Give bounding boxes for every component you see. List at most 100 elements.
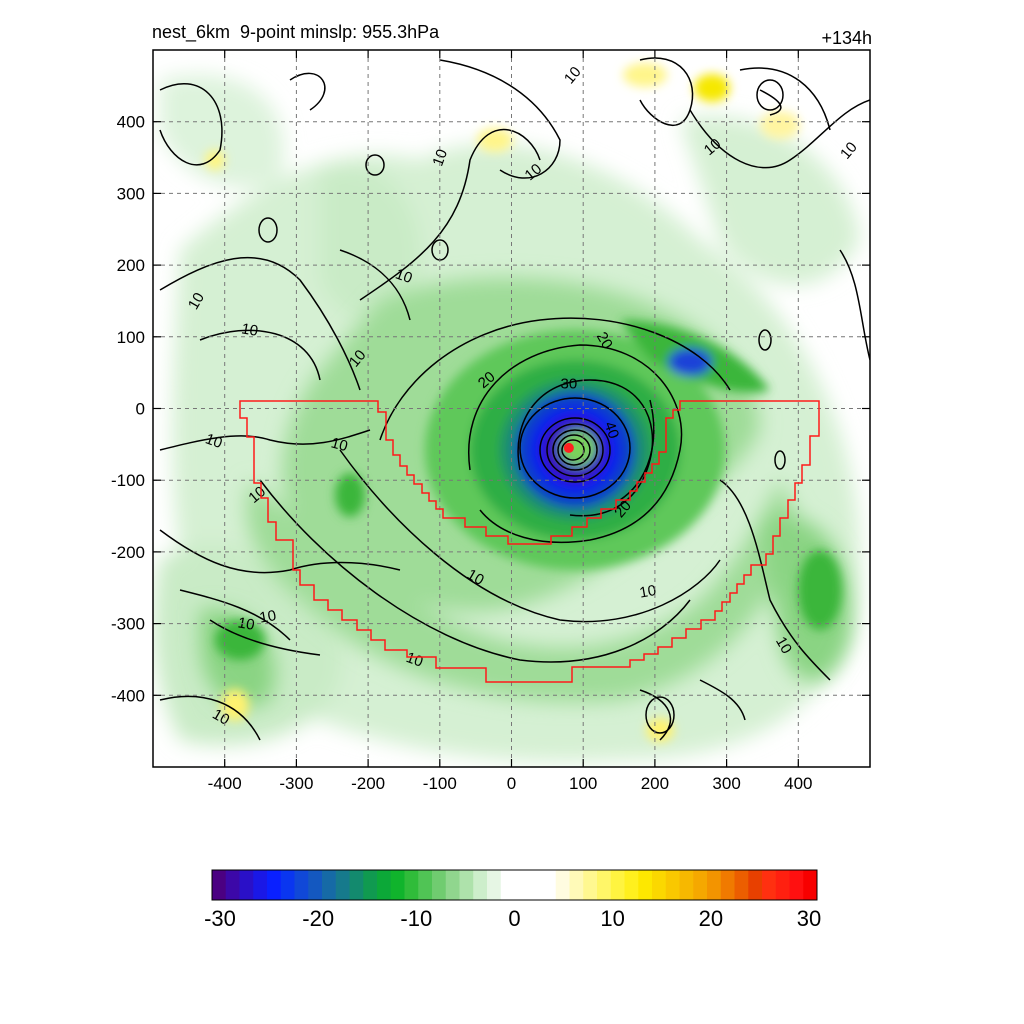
colorbar-segment — [473, 870, 488, 900]
contour-label: 10 — [464, 566, 487, 589]
y-tick-label: -300 — [111, 615, 145, 634]
colorbar-segment — [390, 870, 405, 900]
x-tick-label: 0 — [507, 774, 516, 793]
colorbar-segment — [294, 870, 309, 900]
contour-label-text: 10 — [209, 706, 232, 729]
colorbar-segment — [445, 870, 460, 900]
contour-label-text: 40 — [601, 419, 623, 440]
colorbar-tick-label: -30 — [204, 906, 236, 931]
axes: -400 -300 -200 -100 0 100 200 300 40040030020010… — [111, 50, 870, 793]
colorbar-segment — [789, 870, 804, 900]
contour-label: 10 — [772, 634, 795, 657]
colorbar: -30 -20 -10 0 10 20 30 — [204, 869, 821, 931]
x-tick-label: -400 — [208, 774, 242, 793]
y-tick-label: 200 — [117, 256, 145, 275]
colorbar-segment — [803, 870, 818, 900]
contour-label: 10 — [209, 706, 232, 729]
colorbar-tick-label: 30 — [797, 906, 821, 931]
contour-label-text: 10 — [240, 320, 259, 340]
contour-label-text: 10 — [638, 582, 657, 602]
colorbar-segment — [253, 870, 268, 900]
colorbar-segment — [487, 870, 502, 900]
y-tick-label: -200 — [111, 543, 145, 562]
contour-label: 10 — [393, 265, 414, 287]
colorbar-segment — [363, 870, 378, 900]
y-tick-label: 300 — [117, 184, 145, 203]
colorbar-segment — [377, 870, 392, 900]
x-tick-label: 300 — [712, 774, 740, 793]
colorbar-tick-label: 0 — [508, 906, 520, 931]
y-tick-label: -100 — [111, 471, 145, 490]
colorbar-segment — [349, 870, 364, 900]
storm-center-marker — [563, 442, 574, 453]
contour-label-text: 10 — [329, 434, 350, 455]
colorbar-segment — [514, 870, 529, 900]
colorbar-tick-label: 20 — [699, 906, 723, 931]
contour-label: 20 — [593, 329, 616, 352]
contour-label: 10 — [236, 614, 255, 634]
contour-label-text: 10 — [258, 607, 277, 627]
contour-label: 10 — [240, 320, 259, 340]
colorbar-segment — [610, 870, 625, 900]
colorbar-segment — [459, 870, 474, 900]
x-tick-label: -100 — [423, 774, 457, 793]
colorbar-tick-label: 10 — [600, 906, 624, 931]
contour-label-text: 10 — [464, 566, 487, 589]
moving-nest-domain-outline — [239, 400, 820, 683]
colorbar-segment — [762, 870, 777, 900]
colorbar-segment — [418, 870, 433, 900]
colorbar-segment — [528, 870, 543, 900]
colorbar-segment — [693, 870, 708, 900]
colorbar-segment — [280, 870, 295, 900]
colorbar-tick-label: -10 — [400, 906, 432, 931]
contour-label-text: 30 — [561, 375, 578, 392]
colorbar-segment — [404, 870, 419, 900]
contour-label-text: 10 — [236, 614, 255, 634]
colorbar-frame — [211, 869, 818, 901]
colorbar-segment — [748, 870, 763, 900]
colorbar-segment — [583, 870, 598, 900]
contour-label: 10 — [185, 290, 208, 313]
contour-label: 10 — [203, 430, 224, 452]
colorbar-segment — [500, 870, 515, 900]
contour-lines — [159, 57, 870, 741]
colorbar-segment — [225, 870, 240, 900]
colorbar-segment — [720, 870, 735, 900]
y-tick-label: 0 — [136, 400, 145, 419]
x-tick-label: 100 — [569, 774, 597, 793]
forecast-hour-label: +134h — [821, 28, 872, 48]
contour-label: 40 — [601, 419, 623, 440]
colorbar-segment — [555, 870, 570, 900]
colorbar-tick-label: -20 — [302, 906, 334, 931]
colorbar-segment — [734, 870, 749, 900]
colorbar-segment — [624, 870, 639, 900]
colorbar-segment — [432, 870, 447, 900]
colorbar-segment — [542, 870, 557, 900]
contour-label: 30 — [561, 375, 578, 392]
contour-label: 10 — [404, 649, 425, 671]
colorbar-segment — [679, 870, 694, 900]
contour-label: 10 — [258, 607, 277, 627]
colorbar-segment — [212, 870, 227, 900]
colorbar-segment — [335, 870, 350, 900]
y-tick-label: 400 — [117, 113, 145, 132]
colorbar-segment — [652, 870, 667, 900]
contour-label: 10 — [329, 434, 350, 455]
colorbar-segment — [267, 870, 282, 900]
contour-label-text: 10 — [203, 430, 224, 452]
contour-label-text: 10 — [772, 634, 795, 657]
colorbar-segment — [322, 870, 337, 900]
colorbar-segment — [239, 870, 254, 900]
contour-label-text: 20 — [593, 329, 616, 352]
colorbar-segment — [569, 870, 584, 900]
y-tick-label: 100 — [117, 328, 145, 347]
colorbar-segment — [308, 870, 323, 900]
contour-label-text: 10 — [404, 649, 425, 671]
colorbar-segment — [638, 870, 653, 900]
contour-label: 10 — [638, 582, 657, 602]
y-tick-label: -400 — [111, 686, 145, 705]
x-tick-label: -300 — [279, 774, 313, 793]
contour-label-text: 10 — [393, 265, 414, 287]
